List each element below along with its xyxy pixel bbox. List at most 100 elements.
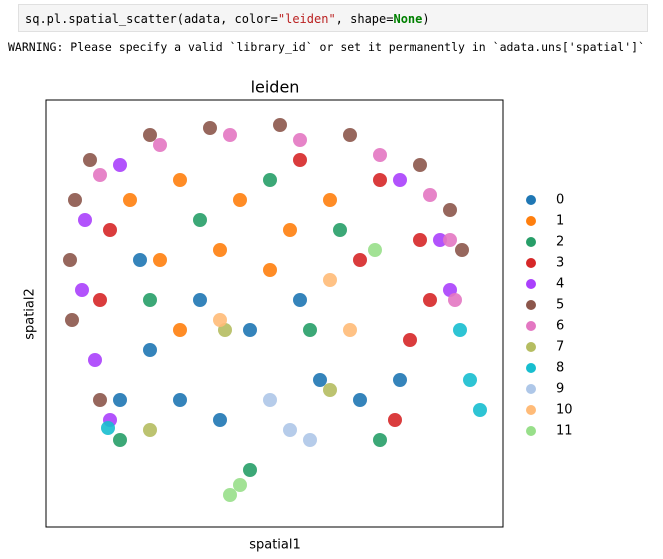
point — [373, 433, 387, 447]
point — [423, 293, 437, 307]
legend-marker — [526, 426, 536, 436]
point — [273, 118, 287, 132]
y-axis-label: spatial2 — [23, 288, 38, 340]
point — [223, 128, 237, 142]
point — [113, 158, 127, 172]
legend-label: 0 — [556, 193, 564, 208]
point — [153, 253, 167, 267]
legend-marker — [526, 216, 536, 226]
code-string: "leiden" — [277, 12, 336, 26]
point — [153, 138, 167, 152]
point — [283, 423, 297, 437]
code-keyword: None — [393, 12, 423, 26]
point — [78, 213, 92, 227]
point — [293, 133, 307, 147]
point — [373, 148, 387, 162]
point — [93, 168, 107, 182]
point — [443, 203, 457, 217]
point — [65, 313, 79, 327]
point — [193, 293, 207, 307]
point — [68, 193, 82, 207]
point — [233, 193, 247, 207]
point — [388, 413, 402, 427]
point — [143, 423, 157, 437]
legend-marker — [526, 363, 536, 373]
point — [293, 153, 307, 167]
code: ) — [422, 12, 430, 26]
point — [143, 128, 157, 142]
point — [93, 393, 107, 407]
point — [193, 213, 207, 227]
legend-label: 7 — [556, 340, 564, 355]
point — [263, 173, 277, 187]
point — [103, 223, 117, 237]
point — [413, 158, 427, 172]
legend-label: 8 — [556, 361, 564, 376]
point — [213, 413, 227, 427]
legend-label: 1 — [556, 214, 564, 229]
point — [393, 373, 407, 387]
point — [368, 243, 382, 257]
legend-label: 3 — [556, 256, 564, 271]
point — [243, 323, 257, 337]
point — [113, 393, 127, 407]
code: sq.pl.spatial_scatter(adata, color= — [25, 12, 278, 26]
legend-marker — [526, 279, 536, 289]
point — [75, 283, 89, 297]
point — [263, 263, 277, 277]
point — [343, 128, 357, 142]
point — [83, 153, 97, 167]
point — [213, 313, 227, 327]
legend-marker — [526, 195, 536, 205]
point — [303, 433, 317, 447]
point — [463, 373, 477, 387]
point — [373, 173, 387, 187]
point — [413, 233, 427, 247]
point — [123, 193, 137, 207]
point — [448, 293, 462, 307]
legend-marker — [526, 384, 536, 394]
point — [143, 293, 157, 307]
point — [173, 323, 187, 337]
point — [323, 193, 337, 207]
legend-label: 2 — [556, 235, 564, 250]
point — [223, 488, 237, 502]
point — [63, 253, 77, 267]
point — [403, 333, 417, 347]
code-cell[interactable]: sq.pl.spatial_scatter(adata, color="leid… — [18, 4, 648, 32]
point — [423, 188, 437, 202]
point — [233, 478, 247, 492]
point — [393, 173, 407, 187]
legend-marker — [526, 237, 536, 247]
point — [433, 233, 447, 247]
plot-frame — [45, 99, 504, 528]
point — [453, 323, 467, 337]
legend-label: 5 — [556, 298, 564, 313]
point — [353, 393, 367, 407]
legend-marker — [526, 258, 536, 268]
point — [303, 323, 317, 337]
code: , shape= — [335, 12, 394, 26]
point — [313, 373, 327, 387]
legend-label: 10 — [556, 403, 573, 418]
point — [323, 383, 337, 397]
chart-title: leiden — [251, 78, 300, 97]
point — [283, 223, 297, 237]
point — [173, 393, 187, 407]
legend-marker — [526, 300, 536, 310]
legend-label: 9 — [556, 382, 564, 397]
point — [263, 393, 277, 407]
point — [173, 173, 187, 187]
point — [93, 293, 107, 307]
legend-marker — [526, 342, 536, 352]
point — [133, 253, 147, 267]
warning: WARNING: Please specify a valid `library… — [8, 40, 645, 54]
point — [88, 353, 102, 367]
point — [213, 243, 227, 257]
legend-marker — [526, 405, 536, 415]
point — [323, 273, 337, 287]
point — [143, 343, 157, 357]
x-axis-label: spatial1 — [249, 538, 301, 553]
